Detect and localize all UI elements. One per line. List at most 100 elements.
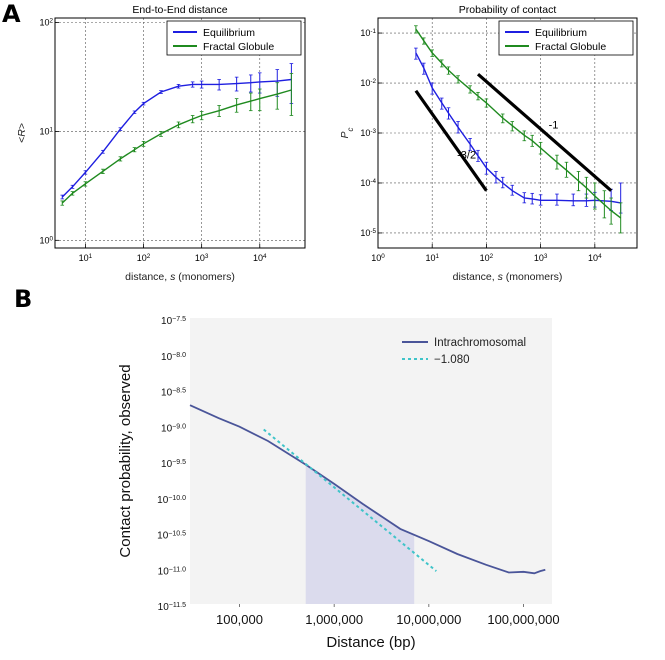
y-tick-label-base: 10	[360, 128, 370, 138]
y-tick-label-base: 10	[360, 28, 370, 38]
series-line	[415, 28, 622, 219]
y-tick-label: 10-3	[360, 128, 376, 139]
y-axis-title-main: <R>	[16, 123, 28, 143]
x-tick-label-exp: 3	[544, 253, 548, 260]
y-tick-label-exp: −11.5	[169, 602, 186, 609]
y-tick-label-exp: −9.5	[172, 459, 186, 466]
x-tick-label-exp: 0	[381, 253, 385, 260]
y-axis-title-sub: c	[346, 127, 355, 131]
x-tick-label-base: 10	[253, 253, 263, 263]
y-tick-label-exp: -4	[370, 177, 376, 184]
x-tick-label: 100,000	[216, 612, 263, 627]
legend: Equilibrium Fractal Globule	[498, 20, 634, 56]
x-tick-label-exp: 1	[435, 253, 439, 260]
y-tick-label: 10−8.0	[161, 351, 186, 363]
y-tick-label: 10-4	[360, 177, 376, 188]
shaded-region	[305, 464, 415, 604]
y-tick-label-exp: -1	[370, 28, 376, 35]
x-tick-label-exp: 4	[598, 253, 602, 260]
x-tick-label: 102	[480, 253, 494, 264]
series-fractal-globule	[60, 73, 294, 206]
y-tick-label: 10−11.5	[158, 602, 186, 614]
y-tick-label: 10−9.0	[161, 423, 186, 435]
x-tick-label-exp: 3	[205, 253, 209, 260]
y-tick-label-exp: −8.5	[172, 387, 186, 394]
legend-label: Equilibrium	[203, 27, 255, 39]
x-tick-label: 10,000,000	[396, 612, 461, 627]
y-tick-label-base: 10	[161, 388, 173, 399]
x-axis-title-unit: (monomers)	[503, 271, 563, 283]
x-axis-title-var: s	[170, 271, 176, 283]
y-tick-label-base: 10	[360, 178, 370, 188]
y-tick-label-exp: −11.0	[169, 566, 186, 573]
legend-box	[498, 20, 634, 56]
reference-line-label: -3/2	[457, 150, 476, 162]
y-tick-label: 10-2	[360, 78, 376, 89]
y-tick-label-base: 10	[161, 423, 173, 434]
x-tick-label: 104	[253, 253, 267, 264]
y-tick-label-exp: 2	[49, 17, 53, 24]
x-tick-label-base: 10	[195, 253, 205, 263]
legend-label: Intrachromosomal	[434, 337, 526, 349]
x-tick-label-exp: 2	[490, 253, 494, 260]
x-tick-label-exp: 1	[89, 253, 93, 260]
y-tick-label: 10-1	[360, 28, 376, 39]
x-tick-label: 101	[425, 253, 439, 264]
y-tick-label-base: 10	[157, 531, 169, 542]
y-tick-label-base: 10	[39, 18, 49, 28]
series-line	[61, 89, 292, 204]
x-tick-label-base: 10	[480, 253, 490, 263]
y-tick-label-base: 10	[158, 602, 170, 613]
y-tick-label-exp: -5	[370, 227, 376, 234]
series-fractal-globule	[414, 25, 623, 234]
x-tick-label-exp: 4	[263, 253, 267, 260]
y-axis-title: Contact probability, observed	[117, 364, 134, 557]
x-tick-label-base: 10	[137, 253, 147, 263]
chart-title: Probability of contact	[459, 4, 557, 16]
x-tick-label-exp: 2	[147, 253, 151, 260]
legend: Equilibrium Fractal Globule	[166, 20, 302, 56]
y-tick-label-exp: 0	[49, 235, 53, 242]
reference-line	[414, 89, 488, 192]
x-axis-title: Distance (bp)	[326, 634, 415, 651]
y-tick-label-base: 10	[157, 495, 169, 506]
x-tick-label: 102	[137, 253, 151, 264]
x-tick-label-base: 10	[588, 253, 598, 263]
x-tick-label-base: 10	[534, 253, 544, 263]
y-tick-label-exp: -3	[370, 128, 376, 135]
chart-hic-contact-probability: 10−7.510−8.010−8.510−9.010−9.510−10.010−…	[117, 316, 560, 652]
fit-line	[263, 428, 437, 572]
x-axis-title-var: s	[498, 271, 504, 283]
legend: Intrachromosomal −1.080	[402, 337, 526, 366]
y-tick-label-exp: −10.5	[168, 530, 186, 537]
y-tick-label: 101	[39, 126, 53, 137]
legend-label: −1.080	[434, 354, 470, 366]
y-tick-label-base: 10	[360, 228, 370, 238]
y-tick-label-exp: −8.0	[172, 351, 186, 358]
y-tick-label: 10−9.5	[161, 459, 186, 471]
y-tick-label-exp: -2	[370, 78, 376, 85]
series-equilibrium	[60, 63, 294, 200]
y-tick-label: 10−10.5	[157, 530, 186, 542]
series-line-intrachromosomal	[189, 404, 546, 575]
x-axis-title-main: distance,	[125, 271, 170, 283]
plot-frame	[54, 17, 306, 249]
y-tick-label-base: 10	[161, 352, 173, 363]
y-tick-label: 10−7.5	[161, 316, 186, 328]
y-tick-label: 102	[39, 17, 53, 28]
y-tick-label: 100	[39, 235, 53, 246]
x-tick-label-base: 10	[79, 253, 89, 263]
chart-title: End-to-End distance	[132, 4, 227, 16]
x-tick-label: 103	[195, 253, 209, 264]
series-line	[415, 52, 621, 204]
y-tick-label-base: 10	[161, 459, 173, 470]
y-tick-label-exp: −9.0	[172, 423, 186, 430]
y-axis-title: Pc	[339, 127, 355, 138]
series-line	[61, 78, 292, 198]
y-tick-label: 10−8.5	[161, 387, 186, 399]
y-tick-label: 10−11.0	[158, 566, 186, 578]
panel-letter-b: B	[14, 285, 32, 313]
y-tick-label-base: 10	[360, 78, 370, 88]
